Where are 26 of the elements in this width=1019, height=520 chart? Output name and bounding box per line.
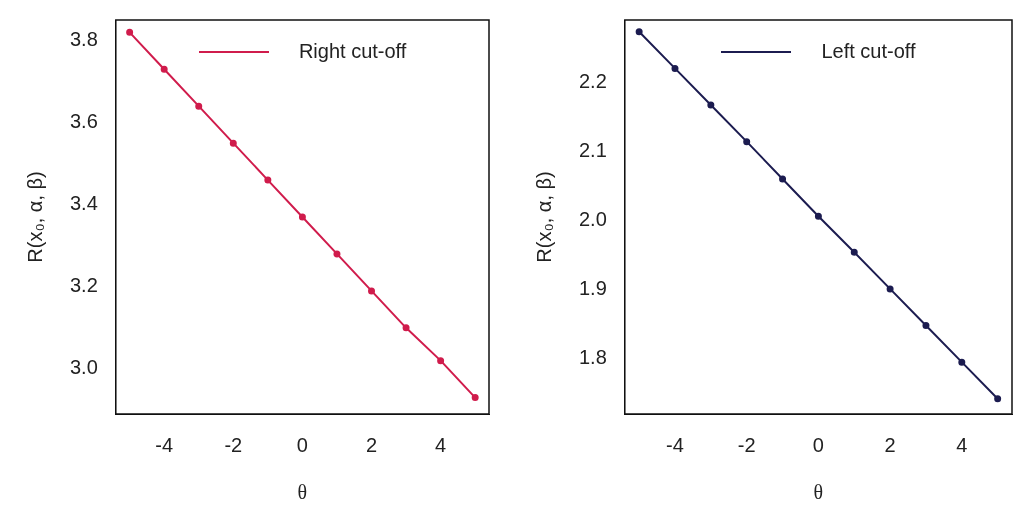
x-tick-label: -2 — [737, 433, 756, 456]
y-tick-label: 3.6 — [69, 110, 98, 133]
legend-label: Left cut-off — [821, 40, 916, 63]
x-tick-label: 0 — [296, 433, 308, 456]
y-tick-label: 3.2 — [69, 274, 98, 297]
x-tick-label: 2 — [884, 433, 896, 456]
x-axis-title: θ — [813, 481, 824, 504]
y-axis-title: R(x₀, α, β) — [23, 171, 46, 263]
y-tick-label: 3.8 — [69, 28, 98, 51]
x-tick-label: 4 — [956, 433, 968, 456]
y-tick-label: 1.8 — [578, 346, 607, 369]
y-tick-label: 2.0 — [578, 207, 607, 230]
x-tick-label: -4 — [155, 433, 174, 456]
legend-label: Right cut-off — [298, 40, 407, 63]
y-tick-label: 2.1 — [578, 138, 607, 161]
y-tick-label: 3.4 — [69, 192, 98, 215]
y-tick-label: 2.2 — [578, 69, 607, 92]
x-tick-label: -2 — [224, 433, 243, 456]
y-tick-label: 1.9 — [578, 277, 607, 300]
x-tick-label: 0 — [812, 433, 824, 456]
y-tick-label: 3.0 — [69, 356, 98, 379]
x-tick-label: 2 — [365, 433, 378, 456]
x-axis-title: θ — [297, 481, 308, 504]
x-tick-label: 4 — [435, 433, 447, 456]
x-tick-label: -4 — [666, 433, 684, 456]
y-axis-title: R(x₀, α, β) — [532, 171, 555, 263]
